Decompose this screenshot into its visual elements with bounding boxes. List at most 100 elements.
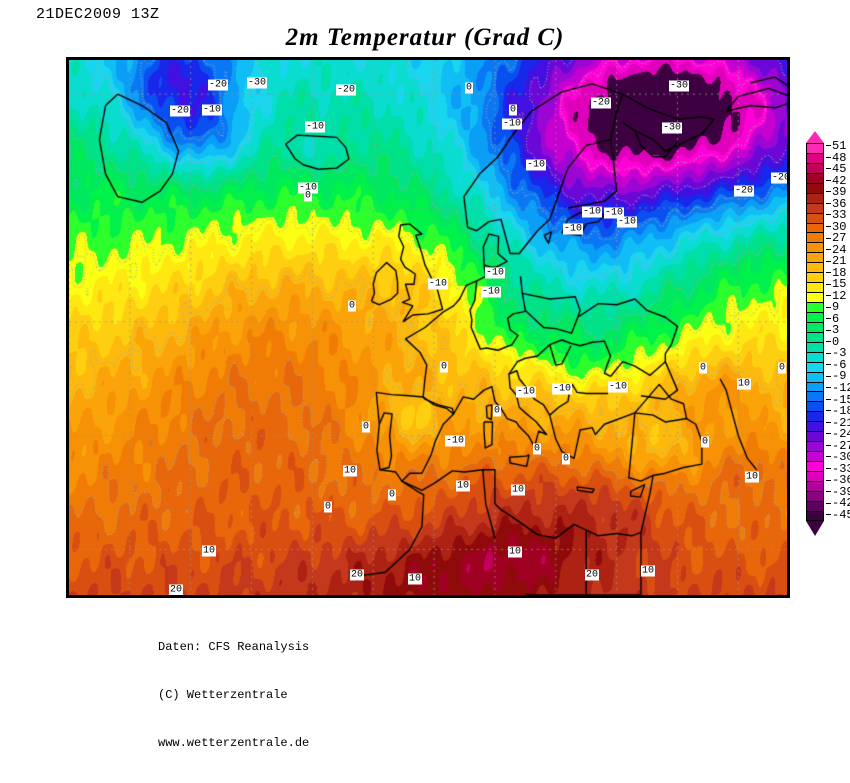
- contour-label: -20: [335, 84, 357, 96]
- contour-label: 10: [507, 546, 523, 558]
- colorbar-band: [806, 480, 824, 491]
- contour-label: -10: [607, 381, 629, 393]
- contour-label: -30: [246, 77, 268, 89]
- colorbar-band: [806, 470, 824, 481]
- contour-label: 10: [342, 465, 358, 477]
- contour-label: -10: [304, 121, 326, 133]
- contour-label: 10: [407, 573, 423, 585]
- contour-label: 10: [201, 545, 217, 557]
- colorbar-tick: 45: [826, 163, 846, 175]
- colorbar-tick: -9: [826, 370, 846, 382]
- colorbar-tick: -12: [826, 382, 850, 394]
- contour-label: 0: [323, 501, 333, 513]
- colorbar-tick: 39: [826, 186, 846, 198]
- colorbar-band: [806, 510, 824, 521]
- contour-label: -10: [501, 118, 523, 130]
- contour-label: 10: [510, 484, 526, 496]
- contour-label: 10: [744, 471, 760, 483]
- contour-label: -20: [733, 185, 755, 197]
- contour-label: -10: [525, 159, 547, 171]
- colorbar-band: [806, 441, 824, 452]
- colorbar-tick: 18: [826, 267, 846, 279]
- colorbar-band: [806, 461, 824, 471]
- colorbar-band: [806, 152, 824, 163]
- colorbar-band: [806, 192, 824, 203]
- colorbar-band: [806, 341, 824, 352]
- colorbar-tick-labels: 51 48 45 42 39 36 33 30 27 24 21 18 15 12 9 6 3 0 -3 -6 -9 -1…: [826, 140, 850, 523]
- colorbar-tick: -6: [826, 359, 846, 371]
- colorbar-tick: 33: [826, 209, 846, 221]
- colorbar-band: [806, 500, 824, 511]
- colorbar-tick: 24: [826, 244, 846, 256]
- footer-credits: Daten: CFS Reanalysis (C) Wetterzentrale…: [158, 607, 309, 783]
- colorbar-band: [806, 311, 824, 322]
- contour-label: -10: [297, 182, 319, 194]
- colorbar-band: [806, 172, 824, 183]
- colorbar-band: [806, 321, 824, 332]
- colorbar-tick: 30: [826, 221, 846, 233]
- temperature-map[interactable]: -20 -30 -20 0 -30 0 -20 -30 -20 -10 -10 -10 -10 0 -10-…: [66, 57, 790, 598]
- colorbar-tick: 3: [826, 324, 839, 336]
- contour-label: -10: [515, 386, 537, 398]
- contour-label: 20: [584, 569, 600, 581]
- colorbar-band: [806, 371, 824, 382]
- temperature-field-canvas: [69, 60, 787, 595]
- contour-label: 0: [387, 489, 397, 501]
- contour-label: -10: [484, 267, 506, 279]
- colorbar-band: [806, 391, 824, 402]
- contour-label: 0: [439, 361, 449, 373]
- contour-label: -20: [770, 172, 790, 184]
- colorbar-tick: -45: [826, 509, 850, 521]
- colorbar-band: [806, 381, 824, 392]
- contour-label: 0: [532, 443, 542, 455]
- colorbar-band: [806, 182, 824, 193]
- contour-label: 10: [640, 565, 656, 577]
- contour-label: 0: [698, 362, 708, 374]
- colorbar-band: [806, 490, 824, 501]
- contour-label: -10: [444, 435, 466, 447]
- contour-label: 0: [777, 362, 787, 374]
- colorbar-band: [806, 361, 824, 372]
- colorbar-tick: 27: [826, 232, 846, 244]
- contour-label: -20: [207, 79, 229, 91]
- contour-label: 0: [303, 190, 313, 202]
- contour-label: 10: [455, 480, 471, 492]
- contour-label: -10: [427, 278, 449, 290]
- colorbar-tick: -30: [826, 451, 850, 463]
- colorbar-tick: -15: [826, 394, 850, 406]
- colorbar-tick: -24: [826, 428, 850, 440]
- colorbar-band: [806, 252, 824, 263]
- colorbar-band: [806, 232, 824, 243]
- colorbar-tick: -39: [826, 486, 850, 498]
- colorbar-tick: -42: [826, 497, 850, 509]
- contour-label: -10: [480, 286, 502, 298]
- contour-label: 0: [492, 405, 502, 417]
- contour-label: -20: [169, 105, 191, 117]
- footer-line-data-source: Daten: CFS Reanalysis: [158, 640, 310, 654]
- colorbar-band: [806, 262, 824, 273]
- colorbar-tick: -33: [826, 463, 850, 475]
- contour-label: -10: [562, 223, 584, 235]
- contour-label: 0: [464, 82, 474, 94]
- colorbar-band: [806, 302, 824, 312]
- colorbar-band: [806, 411, 824, 422]
- colorbar-band: [806, 331, 824, 342]
- colorbar-tick: -27: [826, 440, 850, 452]
- contour-label: -30: [661, 122, 683, 134]
- colorbar-band: [806, 222, 824, 233]
- colorbar-tick: 21: [826, 255, 846, 267]
- colorbar-band: [806, 351, 824, 362]
- colorbar-band: [806, 451, 824, 461]
- contour-label: 0: [561, 453, 571, 465]
- contour-label: 20: [168, 584, 184, 596]
- contour-label: -10: [603, 207, 625, 219]
- colorbar-tick: 6: [826, 313, 839, 325]
- colorbar-band: [806, 143, 824, 153]
- contour-label: -30: [668, 80, 690, 92]
- colorbar-tick: 36: [826, 198, 846, 210]
- colorbar-tick: 0: [826, 336, 839, 348]
- colorbar: [806, 143, 824, 521]
- contour-label: -10: [551, 383, 573, 395]
- colorbar-band: [806, 282, 824, 293]
- weather-map-page: 21DEC2009 13Z 2m Temperatur (Grad C) -20…: [36, 6, 850, 750]
